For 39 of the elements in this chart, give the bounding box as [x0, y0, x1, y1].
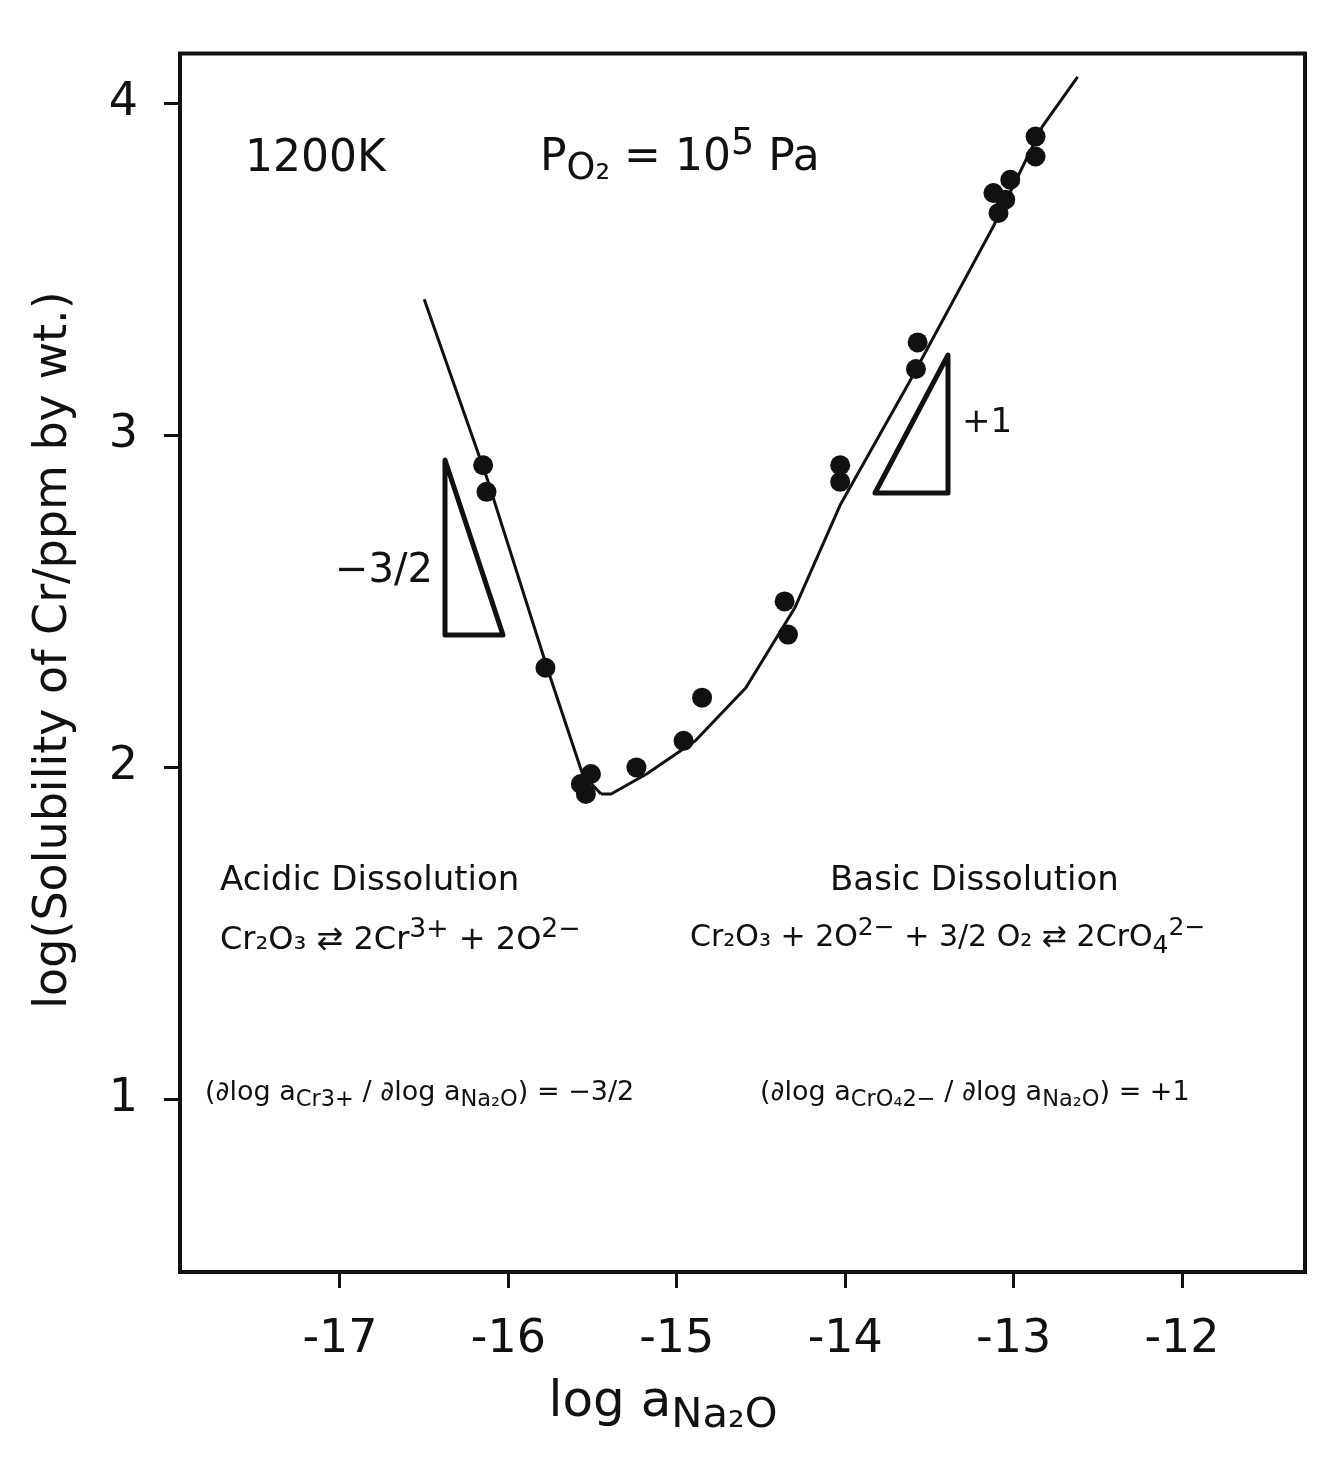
point [907, 332, 928, 353]
point [580, 764, 601, 785]
x-tick-label: -17 [302, 1308, 378, 1363]
annotation: (∂log a$_{CrO₄2−}$ / ∂log a$_{Na₂O}$) = +1 [760, 1075, 1190, 1112]
x-tick-label: -15 [639, 1308, 715, 1363]
y-tick-label: 1 [108, 1068, 138, 1123]
annotation: Cr₂O₃ ⇄ 2Cr$^{3+}$ + 2O$^{2−}$ [220, 912, 581, 957]
point [774, 591, 795, 612]
point [1025, 126, 1046, 147]
point [1025, 146, 1046, 167]
annotation: −3/2 [335, 545, 433, 591]
y-tick-label: 4 [108, 72, 138, 127]
y-tick-label: 2 [108, 736, 138, 791]
point [673, 730, 694, 751]
x-tick-label: -14 [807, 1308, 883, 1363]
x-tick-label: -12 [1144, 1308, 1220, 1363]
annotation: +1 [962, 400, 1013, 440]
annotation: (∂log a$_{Cr3+}$ / ∂log a$_{Na₂O}$) = −3/2 [205, 1075, 635, 1112]
y-tick-label: 3 [108, 404, 138, 459]
x-tick-label: -13 [976, 1308, 1052, 1363]
point [535, 657, 556, 678]
point [473, 455, 494, 476]
point [777, 624, 798, 645]
point [692, 687, 713, 708]
y-axis-title: log(Solubility of Cr/ppm by wt.) [23, 291, 77, 1009]
annotation: P$_{O₂}$ = 10$^{5}$ Pa [540, 120, 820, 189]
point [626, 757, 647, 778]
point [905, 358, 926, 379]
x-tick-label: -16 [470, 1308, 546, 1363]
annotation: Basic Dissolution [830, 858, 1119, 898]
annotation: Acidic Dissolution [220, 858, 520, 898]
point [830, 455, 851, 476]
annotation: 1200K [245, 130, 386, 181]
point [476, 481, 497, 502]
point [575, 783, 596, 804]
point [1000, 169, 1021, 190]
point [995, 189, 1016, 210]
x-axis-title: log a$_{Na₂O}$ [547, 1370, 779, 1437]
point [830, 471, 851, 492]
